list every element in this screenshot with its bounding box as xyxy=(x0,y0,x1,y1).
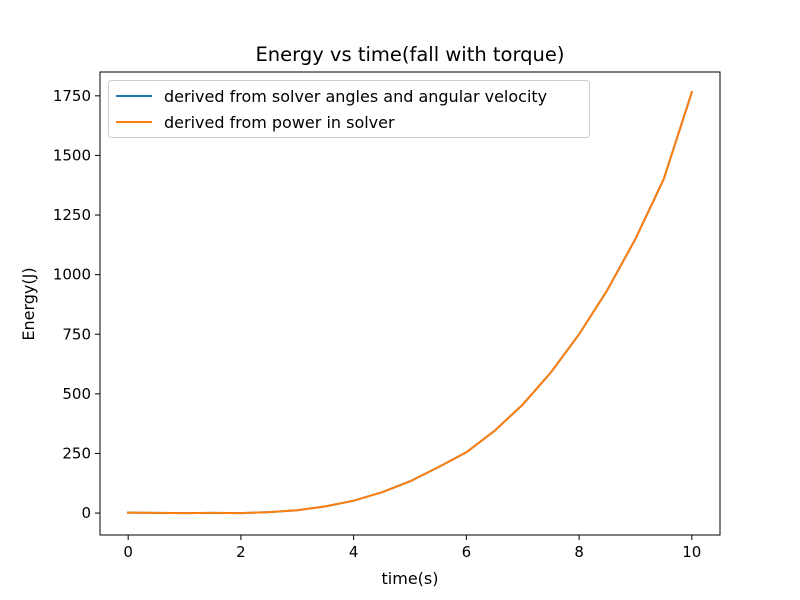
y-tick-label: 1250 xyxy=(53,206,91,224)
axes-frame xyxy=(99,71,721,536)
x-axis-label: time(s) xyxy=(382,569,439,588)
legend-label-1: derived from solver angles and angular v… xyxy=(164,87,547,106)
series-line-2 xyxy=(127,91,694,515)
y-tick-label: 1500 xyxy=(53,146,91,164)
chart-title: Energy vs time(fall with torque) xyxy=(255,43,564,66)
x-tick-label: 8 xyxy=(574,543,584,561)
x-tick-label: 2 xyxy=(236,543,246,561)
y-tick-label: 250 xyxy=(62,444,91,462)
legend: derived from solver angles and angular v… xyxy=(108,80,590,138)
y-tick-label: 0 xyxy=(81,504,91,522)
y-tick-label: 750 xyxy=(62,325,91,343)
x-tick-label: 10 xyxy=(682,543,701,561)
x-tick-label: 6 xyxy=(462,543,472,561)
x-tick-label: 0 xyxy=(123,543,133,561)
y-tick-label: 500 xyxy=(62,385,91,403)
legend-box xyxy=(108,80,590,138)
plot-area: 0 2 4 6 8 10 0 250 500 750 1000 1250 1500 1750 xyxy=(53,71,721,561)
y-axis-label: Energy(J) xyxy=(19,267,38,340)
legend-label-2: derived from power in solver xyxy=(164,113,395,132)
y-tick-label: 1750 xyxy=(53,87,91,105)
y-tick-label: 1000 xyxy=(53,266,91,284)
x-tick-label: 4 xyxy=(349,543,359,561)
